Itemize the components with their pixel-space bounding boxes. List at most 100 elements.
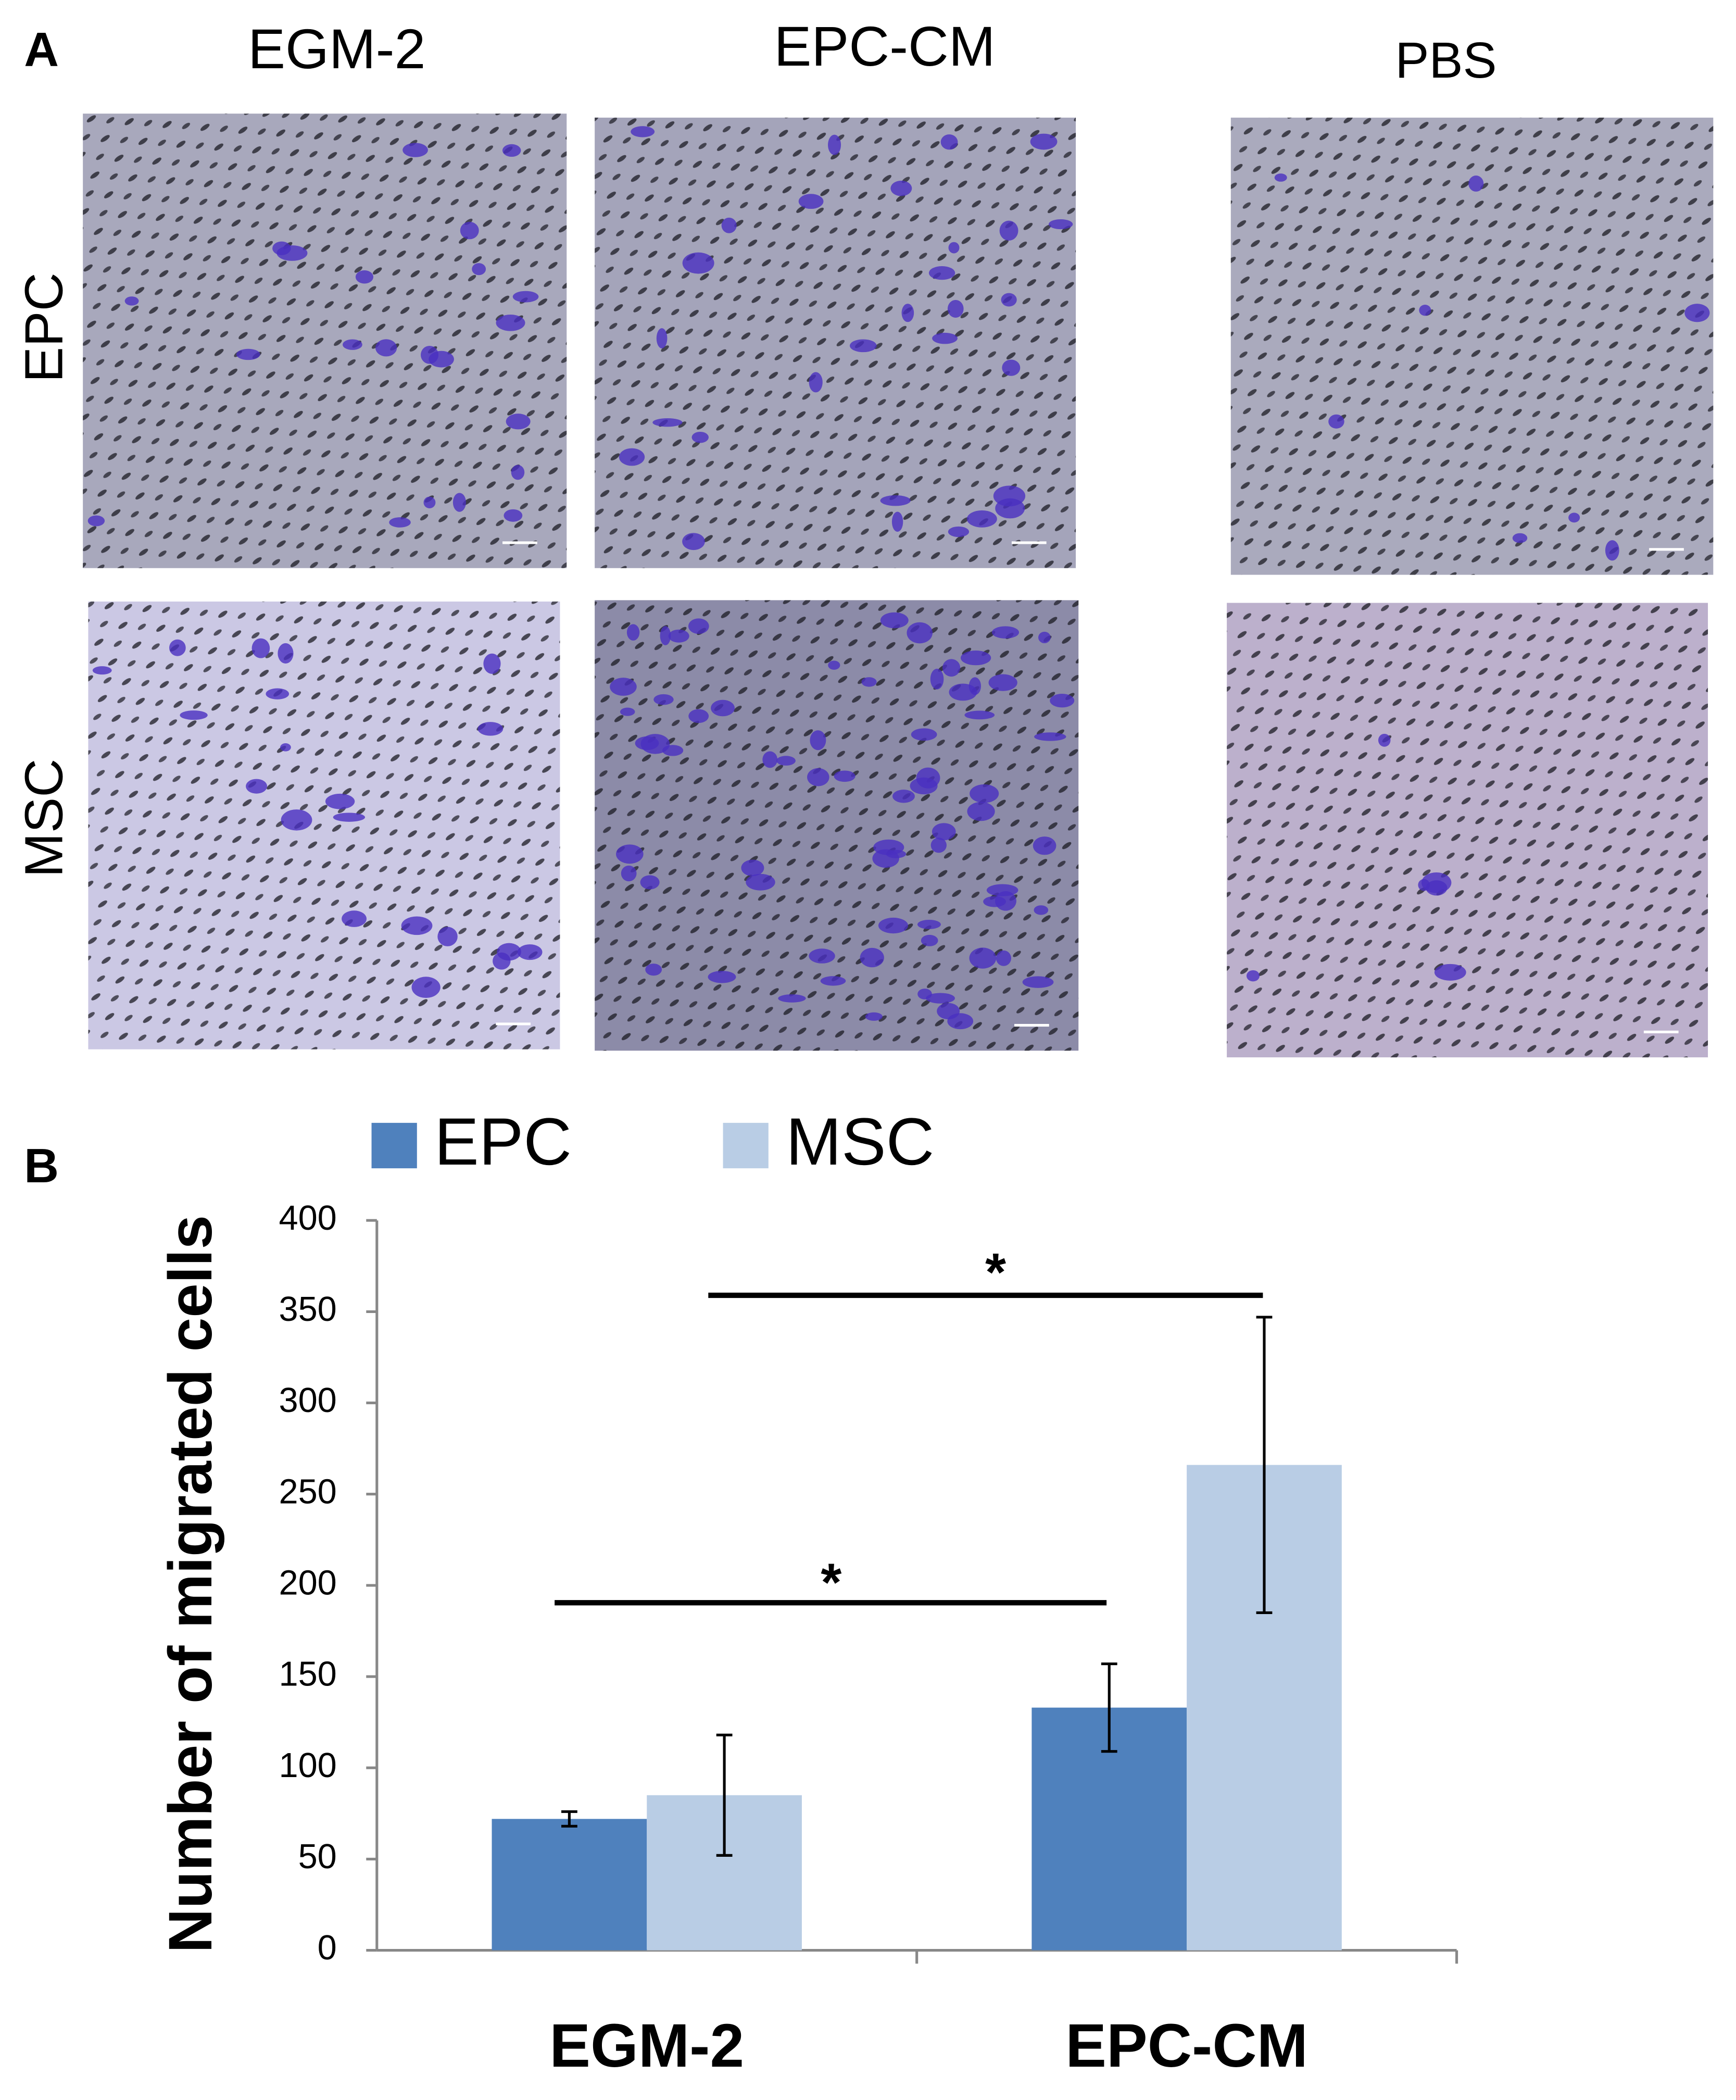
x-tick-label: EGM-2 [549,2011,744,2080]
y-tick-label: 350 [279,1290,336,1329]
scale-bar [496,1022,531,1026]
stained-cell [616,844,644,864]
stained-cell [807,768,829,786]
stained-cell [991,626,1020,639]
stained-cell [916,767,940,789]
stained-cell [333,813,366,822]
stained-cell [937,1003,960,1020]
stained-cell [1512,533,1528,543]
stained-cell [762,751,778,768]
stained-cell [1034,905,1049,915]
x-tick-label: EPC-CM [1065,2011,1308,2080]
stained-cell [87,515,105,527]
stained-cell [281,809,312,831]
row-label: EPC [14,272,74,382]
stained-cell [964,710,995,720]
stained-cell [1002,359,1021,376]
y-tick-label: 400 [279,1199,336,1238]
stained-cell [828,134,841,155]
bar [492,1819,647,1951]
stained-cell [828,660,840,670]
stained-cell [926,993,955,1004]
error-bar [561,1810,577,1828]
y-tick-label: 100 [279,1746,336,1785]
stained-cell [653,694,674,705]
stained-cell [892,790,915,803]
stained-cell [452,493,466,512]
stained-cell [621,865,637,882]
stained-cell [949,683,977,701]
stained-cell [932,332,958,344]
stained-cell [517,944,543,960]
stained-cell [967,802,995,821]
stained-cell [278,643,294,664]
stained-cell [969,947,997,969]
stained-cell [124,296,139,306]
scale-bar [1011,541,1047,544]
stained-cell [251,638,270,658]
stained-cell [691,431,709,443]
micrograph-pores [83,114,567,568]
stained-cell [1434,964,1466,981]
stained-cell [940,134,958,150]
stained-cell [948,526,970,538]
stained-cell [820,976,846,986]
stained-cell [92,666,112,675]
stained-cell [635,736,659,751]
micrograph-pores [1230,117,1714,575]
scale-bar [1649,548,1684,551]
stained-cell [1033,836,1056,855]
stained-cell [668,629,689,643]
stained-cell [437,927,458,946]
stained-cell [342,910,367,927]
stained-cell [865,1012,883,1021]
stained-cell [947,299,964,318]
stained-cell [511,465,525,480]
stained-cell [907,622,933,644]
scale-bar [1643,1030,1679,1033]
stained-cell [483,653,501,674]
stained-cell [960,651,991,666]
significance-star: * [821,1553,841,1613]
stained-cell [741,859,764,877]
stained-cell [849,339,877,353]
stained-cell [1038,631,1051,644]
stained-cell [1274,173,1287,182]
stained-cell [389,517,411,528]
column-title: EGM-2 [248,17,425,80]
stained-cell [721,217,737,233]
stained-cell [682,533,705,551]
stained-cell [993,485,1026,507]
stained-cell [325,793,355,809]
stained-cell [656,328,668,348]
stained-cell [682,252,714,274]
stained-cell [620,707,635,716]
y-tick-label: 150 [279,1655,336,1694]
row-label: MSC [14,759,74,878]
stained-cell [496,314,525,331]
stained-cell [375,339,397,357]
stained-cell [917,919,941,929]
stained-cell [272,241,291,255]
stained-cell [966,510,997,528]
stained-cell [886,849,907,858]
micrograph-pores [88,601,560,1049]
stained-cell [477,722,504,736]
error-bar [1101,1662,1117,1753]
stained-cell [640,875,660,890]
stained-cell [411,977,441,998]
stained-cell [1034,732,1066,741]
stained-cell [1328,414,1344,429]
stained-cell [996,950,1011,966]
stained-cell [986,884,1018,896]
scale-bar [1014,1023,1049,1027]
stained-cell [1605,540,1619,561]
y-tick-label: 200 [279,1564,336,1603]
stained-cell [921,934,938,946]
stained-cell [169,639,186,656]
column-title: EPC-CM [774,15,996,78]
y-tick-label: 300 [279,1381,336,1420]
stained-cell [1050,694,1075,708]
stained-cell [948,242,960,254]
